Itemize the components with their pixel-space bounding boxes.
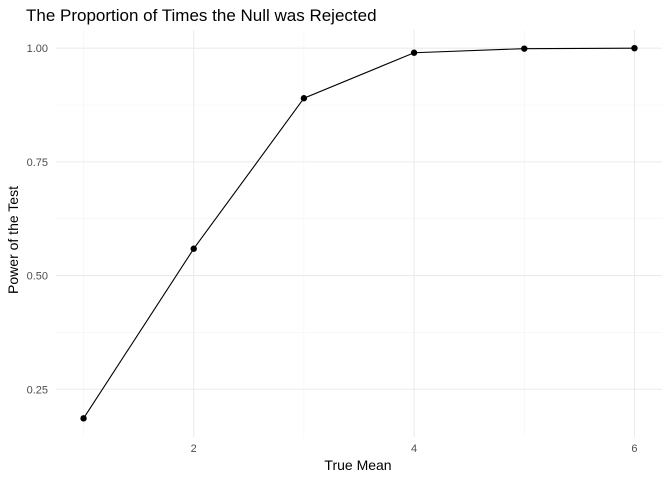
y-tick-label: 0.75 bbox=[27, 157, 48, 169]
x-tick-label: 2 bbox=[191, 443, 197, 455]
data-point bbox=[631, 44, 638, 52]
y-axis-title: Power of the Test bbox=[5, 186, 21, 294]
x-tick-label: 4 bbox=[411, 443, 417, 455]
data-point bbox=[300, 95, 308, 102]
x-tick-label: 6 bbox=[631, 443, 637, 455]
data-point bbox=[410, 49, 418, 56]
y-tick-label: 0.50 bbox=[27, 271, 48, 283]
series-line bbox=[83, 47, 635, 419]
tick-labels: 2 4 6 0.25 0.50 0.75 1.00 bbox=[27, 43, 638, 455]
chart-title: The Proportion of Times the Null was Rej… bbox=[26, 6, 377, 25]
grid bbox=[56, 30, 662, 437]
data-point bbox=[190, 245, 197, 252]
y-tick-label: 1.00 bbox=[27, 43, 48, 55]
data-point bbox=[521, 45, 528, 52]
series-group bbox=[80, 44, 638, 422]
x-axis-title: True Mean bbox=[324, 457, 391, 473]
data-point bbox=[80, 415, 87, 422]
y-tick-label: 0.25 bbox=[27, 384, 48, 396]
